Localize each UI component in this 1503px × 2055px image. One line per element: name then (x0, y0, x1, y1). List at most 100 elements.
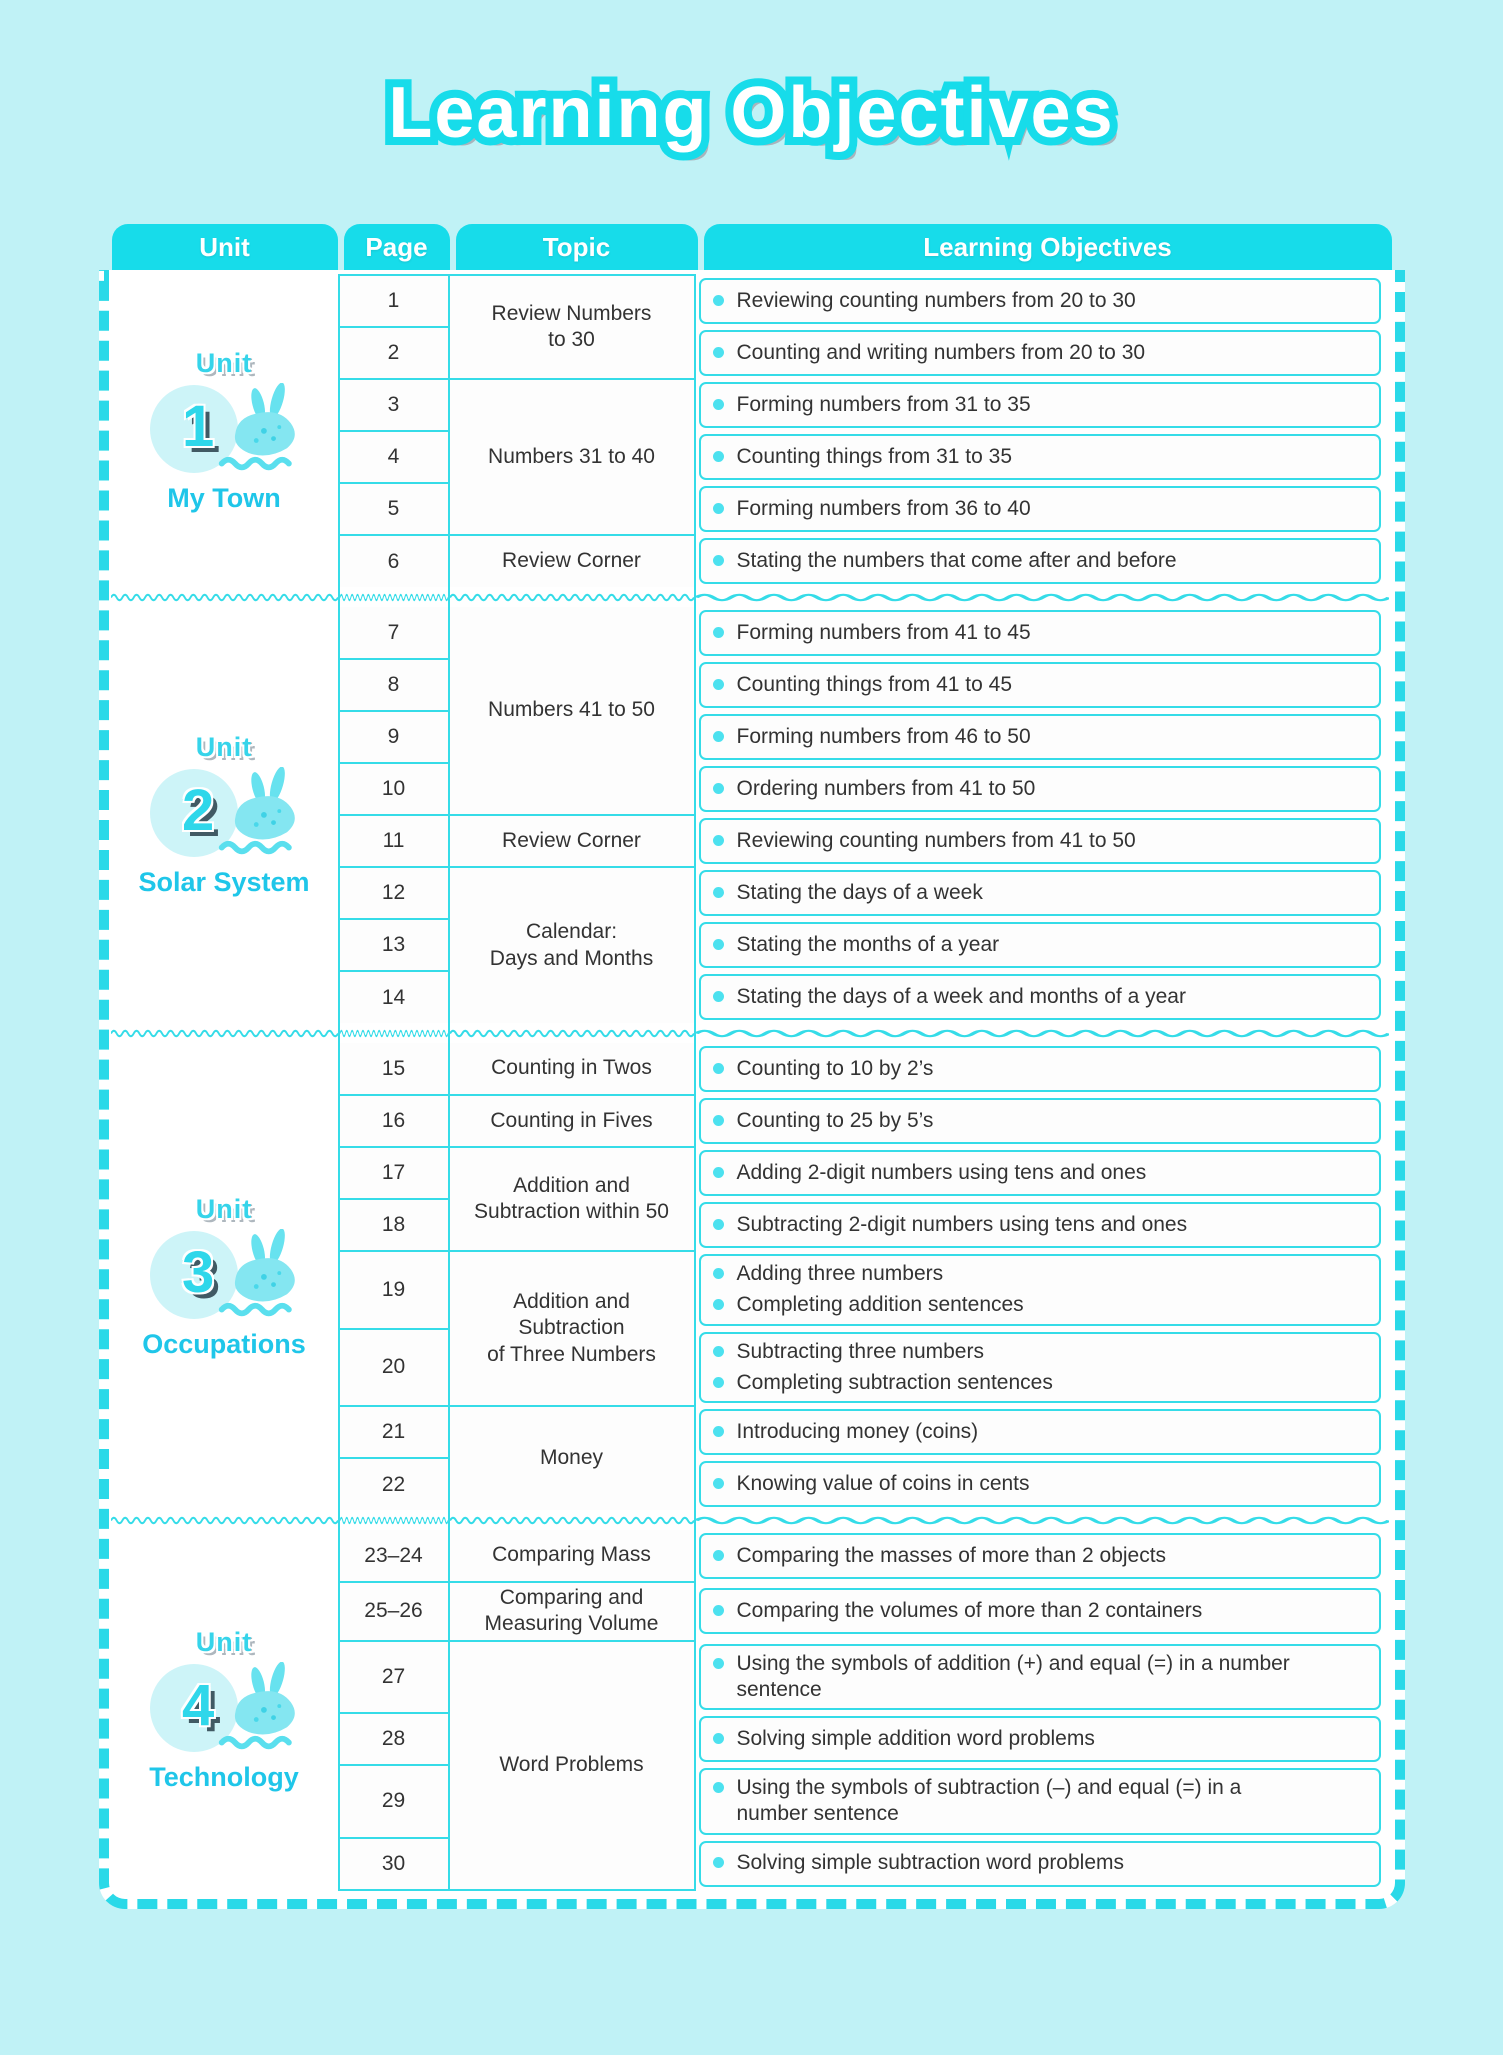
unit-label: Unit (195, 348, 253, 378)
table-row: 4 Counting things from 31 to 35 (111, 430, 1389, 483)
objective-text: Knowing value of coins in cents (736, 1471, 1030, 1495)
bullet-icon (712, 1062, 724, 1074)
objective-text: Forming numbers from 36 to 40 (736, 496, 1031, 520)
wave-divider-icon (695, 1516, 1389, 1524)
topic-cell: Numbers 41 to 50 (447, 607, 696, 815)
objective-box: Counting to 10 by 2’s (698, 1046, 1381, 1092)
objectives-cell: Counting and writing numbers from 20 to … (694, 327, 1389, 379)
objective-text: Completing addition sentences (736, 1293, 1024, 1317)
objective-box: Counting and writing numbers from 20 to … (698, 330, 1381, 376)
objective-item: Solving simple subtraction word problems (712, 1850, 1367, 1876)
objective-box: Introducing money (coins) (698, 1409, 1381, 1455)
page-cell: 12 (337, 866, 450, 919)
wave-divider-row (110, 587, 1389, 607)
objective-item: Counting things from 41 to 45 (712, 672, 1367, 698)
objective-text: Counting to 25 by 5’s (736, 1108, 934, 1132)
objective-box: Reviewing counting numbers from 20 to 30 (698, 278, 1381, 324)
page-cell: 8 (337, 658, 450, 711)
page-cell: 7 (337, 607, 450, 659)
objective-text: Using the symbols of subtraction (–) and… (736, 1776, 1242, 1826)
objective-box: Solving simple subtraction word problems (698, 1840, 1381, 1887)
bullet-icon (712, 886, 724, 898)
bullet-icon (712, 1857, 724, 1869)
objectives-cell: Subtracting three numbers Completing subt… (694, 1328, 1389, 1406)
objective-box: Counting to 25 by 5’s (698, 1098, 1381, 1144)
objectives-cell: Using the symbols of addition (+) and eq… (694, 1640, 1389, 1713)
objective-text: Solving simple addition word problems (736, 1726, 1095, 1750)
page-cell: 27 (337, 1639, 450, 1713)
bullet-icon (712, 626, 724, 638)
objective-box: Adding three numbers Completing addition … (698, 1254, 1381, 1326)
objective-text: Using the symbols of addition (+) and eq… (736, 1651, 1290, 1701)
objectives-cell: Knowing value of coins in cents (694, 1458, 1389, 1510)
objective-item: Counting to 10 by 2’s (712, 1056, 1367, 1082)
unit-mascot: 4 (136, 1660, 312, 1760)
objectives-cell: Solving simple subtraction word problems (694, 1837, 1389, 1890)
wave-divider (337, 1023, 450, 1043)
unit-badge: Unit 1 My Town (112, 348, 337, 514)
table-row: 8 Counting things from 41 to 45 (111, 658, 1389, 711)
wave-divider (110, 1023, 339, 1043)
topic-cell: Comparing Mass (447, 1530, 696, 1582)
wave-divider (448, 1023, 696, 1043)
page-cell: 23–24 (337, 1530, 450, 1582)
table-row: Unit 1 My Town 1 Review Numbers to 30 Reviewi… (110, 274, 1389, 587)
page-cell: 17 (337, 1146, 450, 1199)
bullet-icon (712, 554, 724, 566)
unit-name: Technology (149, 1761, 299, 1792)
unit-mascot: 2 (136, 765, 312, 865)
objective-text: Counting things from 41 to 45 (736, 672, 1013, 696)
table-row: Unit 2 Solar System 7 Numbers 41 to 50 Formin… (110, 607, 1389, 1023)
unit-label: Unit (195, 732, 253, 762)
wave-divider-icon (695, 593, 1389, 601)
objectives-cell: Reviewing counting numbers from 20 to 30 (694, 275, 1389, 327)
objective-text: Reviewing counting numbers from 20 to 30 (736, 288, 1136, 312)
topic-cell: Counting in Twos (447, 1043, 696, 1095)
topic-cell: Review Numbers to 30 (447, 274, 696, 379)
objective-item: Reviewing counting numbers from 41 to 50 (712, 828, 1367, 854)
topic-cell: Calendar: Days and Months (447, 866, 696, 1023)
wave-divider (337, 1510, 450, 1530)
page-cell: 20 (337, 1327, 450, 1406)
objectives-cell: Stating the days of a week (694, 867, 1389, 919)
page-cell: 16 (337, 1094, 450, 1147)
table-row: 18 Subtracting 2-digit numbers using tens… (111, 1198, 1389, 1251)
objective-box: Subtracting three numbers Completing subt… (698, 1331, 1381, 1403)
unit-number: 2 (182, 778, 215, 843)
bullet-icon (712, 1218, 724, 1230)
objective-box: Comparing the volumes of more than 2 con… (698, 1588, 1381, 1635)
wave-divider-row (110, 1510, 1389, 1530)
table-header: Unit Page Topic Learning Objectives (99, 224, 1405, 270)
unit-badge: Unit 3 Occupations (112, 1194, 337, 1360)
objectives-cell: Counting to 10 by 2’s (694, 1043, 1389, 1095)
objective-text: Stating the numbers that come after and … (736, 548, 1177, 572)
page-cell: 3 (337, 378, 450, 431)
bullet-icon (712, 398, 724, 410)
unit-number: 4 (182, 1672, 215, 1738)
objectives-cell: Reviewing counting numbers from 41 to 50 (694, 815, 1389, 867)
wave-divider-icon (449, 1029, 694, 1037)
objective-text: Comparing the masses of more than 2 obje… (736, 1543, 1167, 1567)
page-title: Learning Objectives Learning Objectives (0, 0, 1503, 180)
objective-item: Adding three numbers (712, 1261, 1367, 1287)
bullet-icon (712, 294, 724, 306)
table-row: 20 Subtracting three numbers Completing su… (111, 1327, 1389, 1406)
page-cell: 29 (337, 1764, 450, 1838)
objective-item: Stating the numbers that come after and … (712, 548, 1367, 574)
objective-item: Forming numbers from 46 to 50 (712, 724, 1367, 750)
objectives-cell: Adding three numbers Completing addition … (694, 1251, 1389, 1329)
objective-item: Stating the days of a week (712, 880, 1367, 906)
wave-divider-icon (110, 1029, 338, 1037)
objective-box: Forming numbers from 36 to 40 (698, 486, 1381, 532)
topic-cell: Review Corner (447, 814, 696, 867)
bullet-icon (712, 1268, 724, 1279)
objectives-cell: Counting things from 41 to 45 (694, 659, 1389, 711)
objective-item: Counting to 25 by 5’s (712, 1108, 1367, 1134)
objective-box: Counting things from 31 to 35 (698, 434, 1381, 480)
table-row: Unit 4 Technology 23–24 Comparing Mass Compar… (110, 1530, 1389, 1890)
wave-divider-icon (110, 1516, 338, 1524)
page-cell: 2 (337, 326, 450, 379)
page: Learning Objectives Learning Objectives … (0, 0, 1503, 1909)
table-row: 3 Numbers 31 to 40 Forming numbers from 31… (111, 378, 1389, 535)
bullet-icon (712, 1657, 724, 1669)
